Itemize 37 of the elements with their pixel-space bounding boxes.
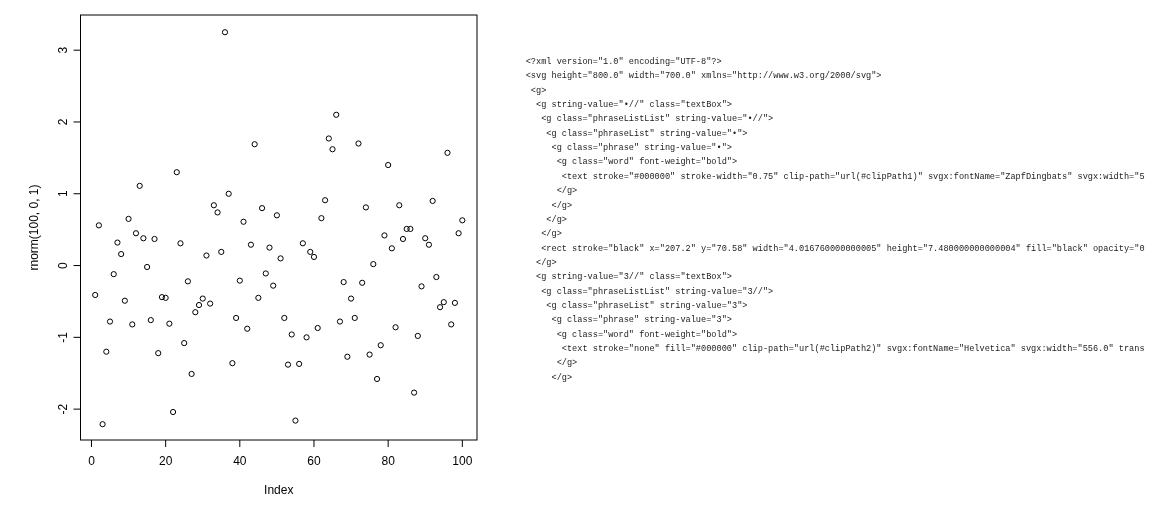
text: <svg height="800.0" width="700.0" xmlns="http://www.w3.org/2000/svg">: [525, 71, 882, 82]
text: <text stroke="#000000" stroke-width="0.75" clip-path="url(#clipPath1)" svgx:fontName="ZapfDingbats" svgx:width="5: [525, 171, 1145, 182]
text: </g>: [525, 257, 557, 268]
x-tick-label: 40: [233, 454, 247, 468]
y-tick-label: 1: [55, 190, 70, 198]
text: <?xml version="1.0" encoding="UTF-8"?>: [525, 57, 722, 67]
y-tick-label: -1: [55, 331, 70, 343]
text: <g class="phrase" string-value="3">: [525, 315, 732, 326]
y-tick-label: 2: [55, 118, 70, 126]
text: <g class="phraseList" string-value="•">: [525, 128, 748, 139]
text: <g string-value="•//" class="textBox">: [525, 100, 732, 111]
y-tick-label: 3: [55, 46, 70, 54]
x-axis-title: Index: [264, 483, 294, 497]
text: <g string-value="3//" class="textBox">: [525, 272, 732, 283]
text: <g class="phraseListList" string-value="•//">: [525, 114, 774, 125]
text: <g class="word" font-weight="bold">: [525, 329, 738, 340]
text: </g>: [525, 372, 573, 383]
text: </g>: [525, 200, 573, 211]
text: <g class="word" font-weight="bold">: [525, 157, 738, 168]
text: <g class="phraseListList" string-value="3//">: [525, 286, 774, 297]
text: </g>: [525, 214, 567, 225]
text: </g>: [525, 358, 578, 369]
y-axis-title: rnorm(100, 0, 1): [27, 184, 41, 271]
text: <rect stroke="black" x="207.2" y="70.58" width="4.016760000000005" height="7.480000000000004" fill="black" opacity="0: [525, 243, 1145, 254]
text: </g>: [525, 229, 562, 240]
y-tick-label: 0: [55, 261, 70, 269]
text: <g class="phraseList" string-value="3">: [525, 300, 748, 311]
x-tick-label: 20: [158, 454, 173, 468]
text: <g>: [525, 85, 547, 96]
x-tick-label: 60: [307, 454, 321, 468]
text: </g>: [525, 186, 578, 197]
text: <text stroke="none" fill="#000000" clip-path="url(#clipPath2)" svgx:fontName="Helvetica" svgx:width="556.0" trans: [525, 344, 1145, 354]
text: <g class="phrase" string-value="•">: [525, 143, 732, 154]
x-tick-label: 100: [452, 454, 473, 468]
x-tick-label: 80: [381, 454, 396, 468]
x-tick-label: 0: [88, 454, 96, 468]
y-tick-label: -2: [55, 403, 70, 415]
